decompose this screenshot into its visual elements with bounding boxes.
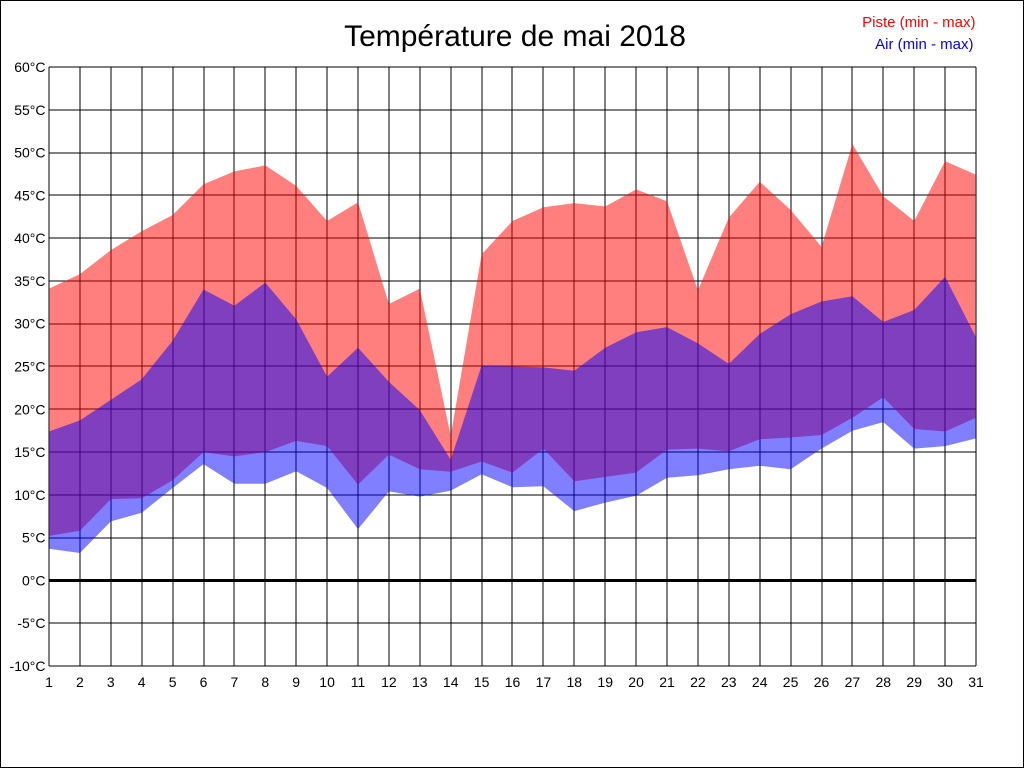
svg-text:13: 13 bbox=[412, 674, 428, 690]
svg-text:Température de mai 2018: Température de mai 2018 bbox=[344, 20, 686, 53]
svg-text:8: 8 bbox=[261, 674, 269, 690]
svg-text:31: 31 bbox=[968, 674, 984, 690]
svg-text:14: 14 bbox=[443, 674, 459, 690]
svg-text:1: 1 bbox=[45, 674, 53, 690]
svg-text:30: 30 bbox=[937, 674, 953, 690]
svg-text:4: 4 bbox=[138, 674, 146, 690]
svg-text:19: 19 bbox=[597, 674, 613, 690]
svg-text:5°C: 5°C bbox=[22, 530, 46, 546]
svg-text:35°C: 35°C bbox=[14, 273, 45, 289]
svg-text:10: 10 bbox=[319, 674, 335, 690]
svg-text:3: 3 bbox=[107, 674, 115, 690]
svg-text:30°C: 30°C bbox=[14, 316, 45, 332]
svg-text:25: 25 bbox=[783, 674, 799, 690]
svg-text:0°C: 0°C bbox=[22, 572, 46, 588]
svg-text:16: 16 bbox=[505, 674, 521, 690]
svg-text:5: 5 bbox=[169, 674, 177, 690]
svg-text:26: 26 bbox=[814, 674, 830, 690]
svg-text:Piste (min - max): Piste (min - max) bbox=[862, 14, 975, 31]
svg-text:9: 9 bbox=[292, 674, 300, 690]
svg-text:50°C: 50°C bbox=[14, 145, 45, 161]
svg-text:-5°C: -5°C bbox=[17, 615, 45, 631]
svg-text:24: 24 bbox=[752, 674, 768, 690]
svg-text:6: 6 bbox=[200, 674, 208, 690]
svg-text:20°C: 20°C bbox=[14, 401, 45, 417]
svg-text:2: 2 bbox=[76, 674, 84, 690]
svg-text:23: 23 bbox=[721, 674, 737, 690]
svg-text:21: 21 bbox=[659, 674, 675, 690]
svg-text:11: 11 bbox=[351, 674, 366, 690]
svg-text:-10°C: -10°C bbox=[10, 658, 46, 674]
svg-text:12: 12 bbox=[381, 674, 397, 690]
svg-text:55°C: 55°C bbox=[14, 102, 45, 118]
svg-text:29: 29 bbox=[906, 674, 922, 690]
svg-text:40°C: 40°C bbox=[14, 230, 45, 246]
svg-text:20: 20 bbox=[628, 674, 644, 690]
svg-text:15: 15 bbox=[474, 674, 490, 690]
svg-text:17: 17 bbox=[536, 674, 552, 690]
svg-text:15°C: 15°C bbox=[14, 444, 45, 460]
svg-text:25°C: 25°C bbox=[14, 359, 45, 375]
svg-text:18: 18 bbox=[567, 674, 583, 690]
svg-text:60°C: 60°C bbox=[14, 59, 45, 75]
svg-text:10°C: 10°C bbox=[14, 487, 45, 503]
svg-text:27: 27 bbox=[845, 674, 861, 690]
svg-text:45°C: 45°C bbox=[14, 187, 45, 203]
svg-text:22: 22 bbox=[690, 674, 706, 690]
svg-text:Air (min - max): Air (min - max) bbox=[875, 36, 973, 53]
svg-text:7: 7 bbox=[231, 674, 239, 690]
svg-text:28: 28 bbox=[876, 674, 892, 690]
